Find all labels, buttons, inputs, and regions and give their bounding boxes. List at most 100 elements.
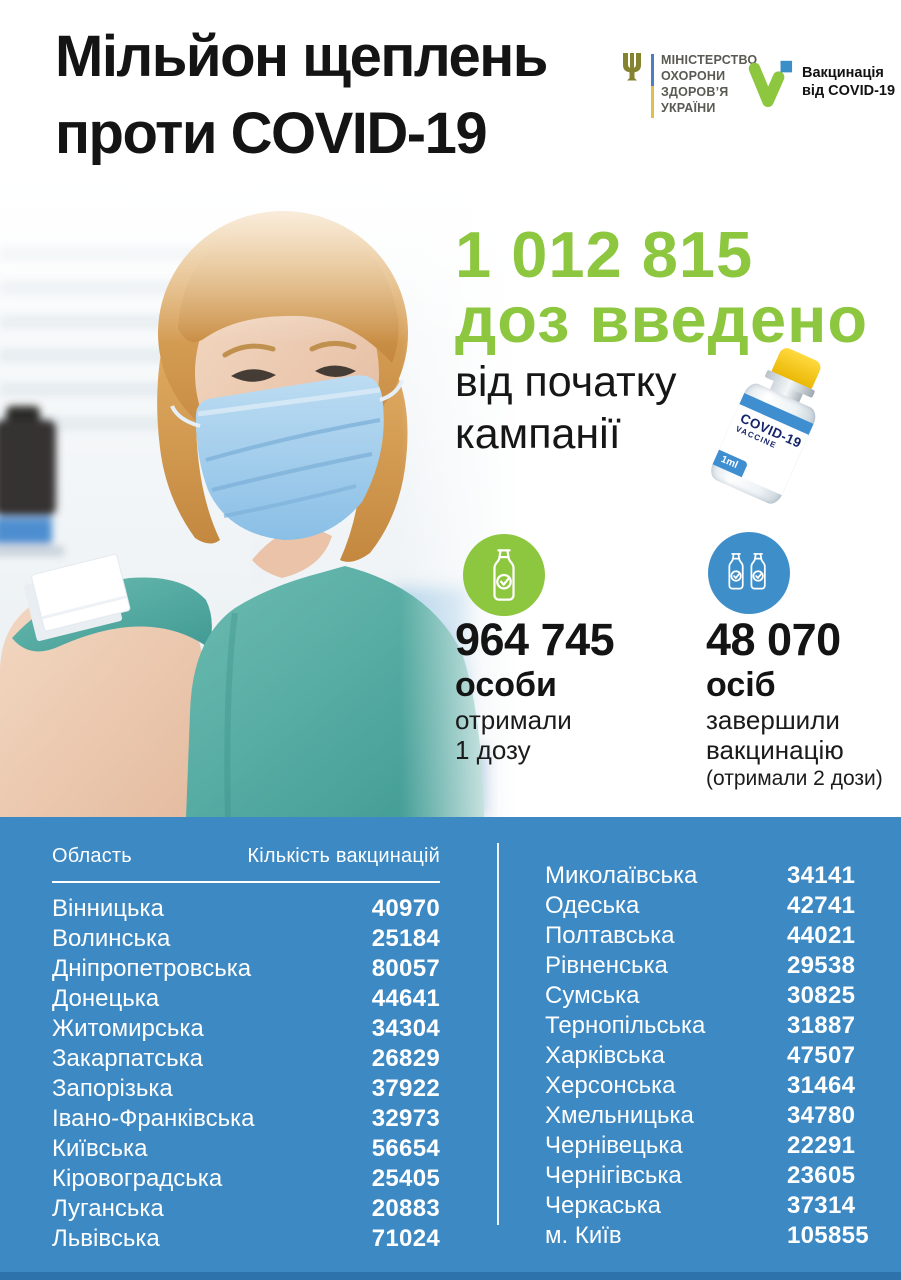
first-aid-case — [0, 406, 64, 556]
table-row: Донецька 44641 — [52, 985, 440, 1015]
region-name: Закарпатська — [52, 1045, 203, 1072]
region-name: Донецька — [52, 985, 160, 1012]
logo-divider — [651, 54, 654, 118]
title-line-1: Мільйон щеплень — [55, 24, 548, 89]
trident-icon — [623, 53, 641, 81]
region-name: Миколаївська — [545, 862, 698, 889]
header-count: Кількість вакцинацій — [247, 845, 440, 867]
ministry-text-line: УКРАЇНИ — [661, 101, 716, 115]
table-row: Луганська 20883 — [52, 1195, 440, 1225]
regions-column-left: Область Кількість вакцинацій Вінницька 40… — [52, 845, 440, 1255]
ministry-logo-text: МІНІСТЕРСТВО ОХОРОНИ ЗДОРОВ’Я УКРАЇНИ — [661, 52, 757, 116]
table-row: Львівська 71024 — [52, 1225, 440, 1255]
table-row: Одеська 42741 — [545, 892, 877, 922]
region-count: 25184 — [371, 925, 440, 952]
first-dose-stat: 964 745 особи отримали 1 дозу — [455, 614, 615, 766]
ministry-of-health-logo: МІНІСТЕРСТВО ОХОРОНИ ЗДОРОВ’Я УКРАЇНИ — [620, 52, 757, 118]
table-row: Миколаївська 34141 — [545, 862, 877, 892]
region-count: 44021 — [787, 922, 856, 949]
region-count: 25405 — [371, 1165, 440, 1192]
region-name: м. Київ — [545, 1222, 622, 1249]
full-vaccination-note: (отримали 2 дози) — [706, 767, 883, 790]
full-vaccination-value: 48 070 — [706, 614, 841, 665]
first-dose-desc: 1 дозу — [455, 735, 531, 765]
full-vaccination-desc: завершили — [706, 705, 840, 735]
vaccination-text-line: від COVID-19 — [802, 83, 896, 99]
first-dose-value: 964 745 — [455, 614, 615, 665]
header-underline — [52, 881, 440, 883]
full-vaccination-stat: 48 070 осіб завершили вакцинацію (отрима… — [706, 615, 883, 793]
doses-number: 1 012 815 — [455, 218, 754, 291]
region-name: Чернігівська — [545, 1162, 682, 1189]
region-count: 56654 — [371, 1135, 440, 1162]
region-name: Луганська — [52, 1195, 164, 1222]
region-count: 105855 — [787, 1222, 869, 1249]
region-name: Волинська — [52, 925, 171, 952]
region-count: 29538 — [787, 952, 856, 979]
table-row: Рівненська 29538 — [545, 952, 877, 982]
region-count: 44641 — [371, 985, 440, 1012]
table-row: Вінницька 40970 — [52, 895, 440, 925]
two-ampoules-icon — [728, 553, 766, 590]
region-count: 31887 — [787, 1012, 856, 1039]
region-name: Вінницька — [52, 895, 164, 922]
first-dose-desc: отримали — [455, 705, 572, 735]
table-row: Хмельницька 34780 — [545, 1102, 877, 1132]
vial-volume: 1ml — [712, 449, 749, 478]
table-row: Волинська 25184 — [52, 925, 440, 955]
table-row: Херсонська 31464 — [545, 1072, 877, 1102]
vaccination-text-line: Вакцинація — [802, 65, 884, 81]
region-name: Київська — [52, 1135, 148, 1162]
full-vaccination-desc: вакцинацію — [706, 735, 844, 765]
region-name: Львівська — [52, 1225, 160, 1252]
region-name: Хмельницька — [545, 1102, 694, 1129]
vial-body: COVID-19 VACCINE 1ml — [707, 380, 820, 508]
table-row: Тернопільська 31887 — [545, 1012, 877, 1042]
footer-accent-bar — [0, 1272, 901, 1280]
vaccinated-woman-photo — [0, 168, 520, 818]
table-row: Полтавська 44021 — [545, 922, 877, 952]
table-row: Сумська 30825 — [545, 982, 877, 1012]
region-name: Харківська — [545, 1042, 665, 1069]
vial-label: COVID-19 VACCINE 1ml — [712, 393, 814, 496]
table-row: Запорізька 37922 — [52, 1075, 440, 1105]
campaign-caption: від початку кампанії — [455, 356, 677, 460]
region-count: 37314 — [787, 1192, 856, 1219]
region-count: 80057 — [371, 955, 440, 982]
campaign-line: від початку — [455, 358, 677, 406]
region-name: Черкаська — [545, 1192, 661, 1219]
medical-mask — [170, 375, 404, 540]
region-name: Сумська — [545, 982, 640, 1009]
ministry-text-line: ЗДОРОВ’Я — [661, 85, 729, 99]
table-row: Івано-Франківська 32973 — [52, 1105, 440, 1135]
table-row: Харківська 47507 — [545, 1042, 877, 1072]
vaccination-campaign-logo: Вакцинація від COVID-19 — [742, 56, 895, 108]
column-divider — [497, 843, 499, 1225]
bandage — [23, 554, 131, 641]
table-header: Область Кількість вакцинацій — [52, 845, 440, 868]
region-name: Полтавська — [545, 922, 675, 949]
v-check-icon — [748, 60, 793, 108]
vaccination-logo-text: Вакцинація від COVID-19 — [802, 64, 895, 100]
region-name: Дніпропетровська — [52, 955, 252, 982]
table-row: Закарпатська 26829 — [52, 1045, 440, 1075]
doses-counter: 1 012 815 доз введено — [455, 222, 868, 352]
region-count: 20883 — [371, 1195, 440, 1222]
region-count: 42741 — [787, 892, 856, 919]
region-name: Івано-Франківська — [52, 1105, 255, 1132]
region-name: Запорізька — [52, 1075, 173, 1102]
table-row: Житомирська 34304 — [52, 1015, 440, 1045]
table-row: Кіровоградська 25405 — [52, 1165, 440, 1195]
table-row: Київська 56654 — [52, 1135, 440, 1165]
full-vaccination-unit: осіб — [706, 666, 776, 704]
ampoule-icon — [493, 549, 515, 601]
region-name: Рівненська — [545, 952, 668, 979]
title-line-2: проти COVID-19 — [55, 101, 488, 166]
table-row: Чернівецька 22291 — [545, 1132, 877, 1162]
campaign-line: кампанії — [455, 410, 621, 458]
region-name: Тернопільська — [545, 1012, 706, 1039]
region-count: 37922 — [371, 1075, 440, 1102]
region-count: 23605 — [787, 1162, 856, 1189]
first-dose-unit: особи — [455, 666, 557, 704]
region-count: 22291 — [787, 1132, 856, 1159]
